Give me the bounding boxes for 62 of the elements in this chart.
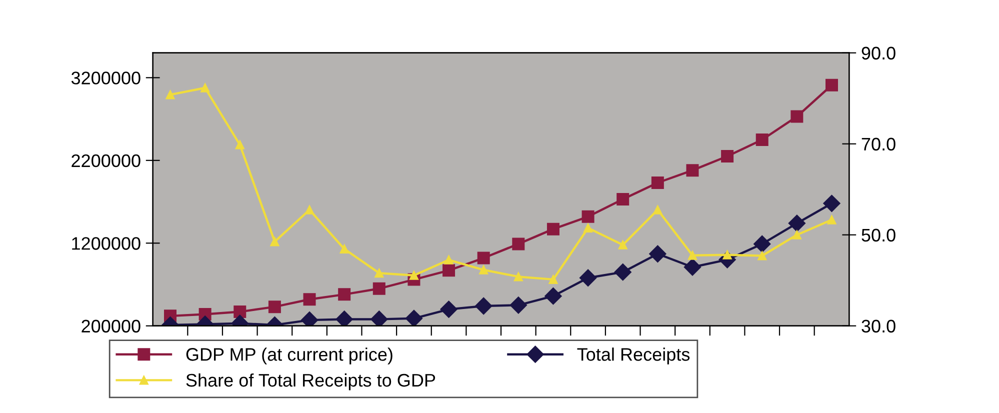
point	[200, 83, 210, 92]
point	[305, 205, 314, 214]
point	[651, 176, 664, 189]
point	[514, 272, 523, 282]
point	[582, 210, 594, 223]
point	[300, 312, 318, 326]
point	[372, 282, 386, 295]
point	[234, 306, 246, 318]
point	[688, 250, 697, 260]
point	[614, 264, 632, 281]
legend-label: Share of Total Receipts to GDP	[186, 373, 436, 390]
y2-tick-label: 50.0	[862, 228, 896, 242]
point	[653, 205, 662, 214]
point	[475, 297, 492, 315]
point	[790, 110, 804, 123]
point	[405, 310, 423, 326]
point	[722, 250, 732, 260]
legend-label: GDP MP (at current price)	[186, 348, 392, 364]
point	[788, 214, 806, 232]
point	[548, 274, 558, 284]
point	[756, 133, 768, 146]
point	[166, 90, 175, 100]
point	[649, 245, 666, 262]
point	[584, 224, 593, 233]
point	[616, 193, 630, 206]
point	[374, 268, 384, 278]
point	[479, 265, 488, 274]
y-tick-label: 2200000	[72, 154, 140, 168]
point	[721, 150, 734, 163]
point	[338, 288, 351, 301]
point	[827, 215, 836, 224]
point	[235, 140, 244, 150]
y-tick-label: 1200000	[72, 237, 140, 250]
point	[336, 310, 353, 326]
y-tick-label: 3200000	[71, 72, 140, 84]
point	[268, 300, 281, 314]
y2-tick-label: 70.0	[862, 138, 896, 151]
point	[544, 288, 562, 305]
point	[370, 310, 388, 326]
point	[823, 194, 840, 212]
point	[303, 293, 316, 306]
point	[440, 300, 458, 318]
point	[444, 255, 454, 264]
point	[758, 251, 767, 260]
point	[792, 230, 802, 240]
y2-tick-label: 30.0	[862, 320, 896, 333]
point	[510, 296, 527, 314]
point	[546, 222, 560, 236]
point	[477, 252, 490, 264]
point	[618, 240, 628, 250]
point	[684, 258, 702, 276]
point	[579, 269, 597, 286]
point	[340, 244, 349, 254]
point	[686, 164, 699, 177]
y2-tick-label: 90.0	[862, 46, 896, 60]
y-tick-label: 200000	[82, 320, 140, 333]
point	[270, 237, 280, 246]
point	[512, 238, 525, 250]
point	[754, 235, 771, 253]
point	[825, 78, 838, 92]
legend-label: Total Receipts	[577, 348, 690, 364]
point	[442, 264, 456, 277]
